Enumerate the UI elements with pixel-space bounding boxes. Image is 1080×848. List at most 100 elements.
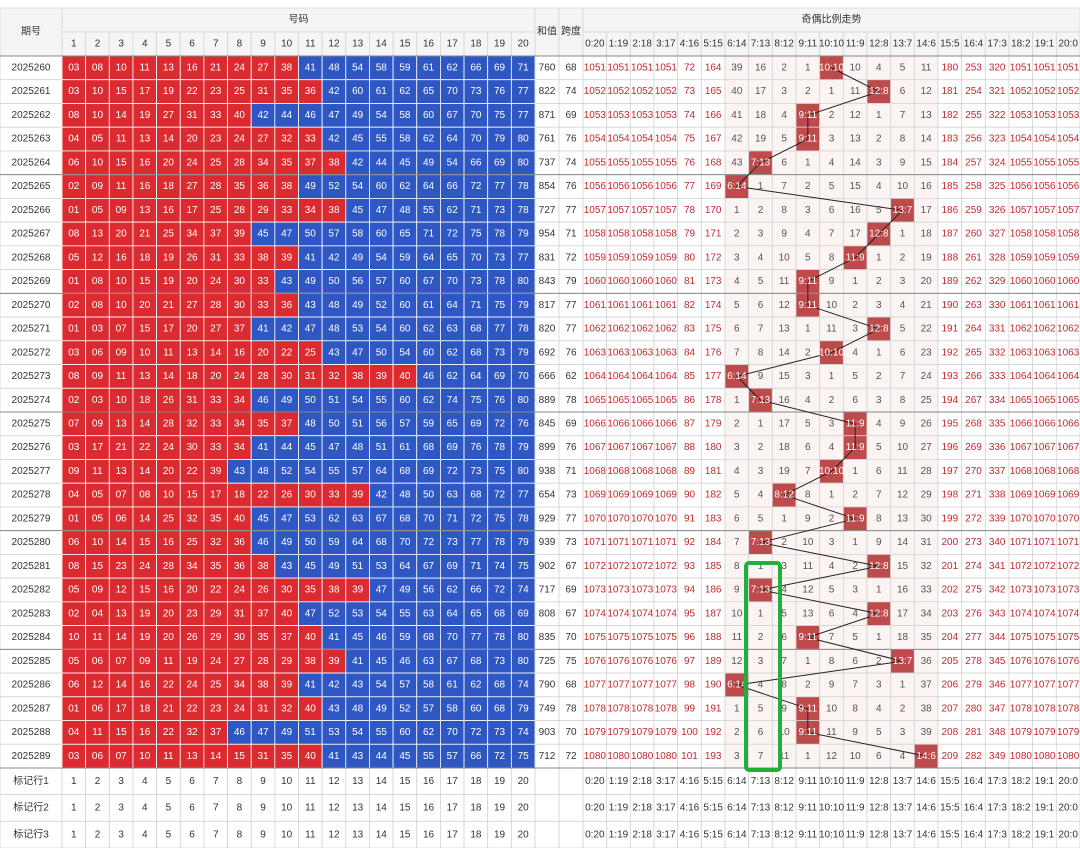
footer-ratio: 6:14 [727, 829, 747, 840]
number: 16 [116, 252, 128, 263]
number: 11 [163, 347, 174, 358]
miss-count: 4 [829, 561, 835, 572]
number: 20 [139, 300, 151, 311]
sum: 820 [539, 324, 556, 335]
miss-count: 7 [734, 537, 740, 548]
number: 73 [470, 86, 482, 97]
number: 49 [281, 727, 293, 738]
number: 32 [281, 134, 293, 145]
miss-count: 1066 [1033, 419, 1056, 430]
miss-count: 181 [941, 86, 958, 97]
number: 48 [352, 442, 364, 453]
number: 56 [423, 585, 435, 596]
miss-count: 31 [921, 537, 933, 548]
number: 24 [234, 585, 246, 596]
miss-count: 3 [852, 585, 858, 596]
footer-number: 14 [376, 829, 388, 840]
footer-ratio: 20:0 [1058, 803, 1078, 814]
miss-count: 278 [965, 656, 982, 667]
miss-count: 192 [941, 347, 958, 358]
issue: 2025260 [12, 63, 51, 74]
number: 78 [494, 632, 506, 643]
miss-count: 98 [684, 680, 696, 691]
span: 62 [565, 371, 577, 382]
miss-count: 1053 [1057, 110, 1080, 121]
miss-count: 1 [805, 324, 811, 335]
number: 46 [399, 656, 411, 667]
miss-count: 1059 [631, 252, 654, 263]
miss-count: 9 [758, 371, 764, 382]
miss-count: 1078 [1010, 703, 1033, 714]
number: 40 [281, 608, 293, 619]
miss-count: 1057 [1033, 205, 1056, 216]
miss-count: 12 [779, 300, 791, 311]
number: 48 [257, 466, 269, 477]
number: 38 [305, 656, 317, 667]
number: 18 [163, 181, 175, 192]
number: 43 [234, 466, 246, 477]
issue: 2025272 [12, 347, 51, 358]
miss-count: 1070 [607, 513, 630, 524]
number: 64 [447, 134, 459, 145]
issue-header: 期号 [21, 26, 41, 38]
miss-count: 4 [734, 466, 740, 477]
number: 60 [399, 300, 411, 311]
miss-count: 1 [900, 680, 906, 691]
number: 78 [494, 276, 506, 287]
number: 43 [328, 703, 340, 714]
sum: 692 [539, 347, 556, 358]
number: 58 [376, 63, 388, 74]
miss-count: 84 [684, 347, 696, 358]
miss-count: 1052 [631, 86, 654, 97]
miss-count: 186 [705, 585, 722, 596]
miss-count: 11 [897, 466, 908, 477]
miss-count: 2 [781, 537, 787, 548]
ratio-hit: 7:13 [751, 157, 771, 168]
number: 22 [257, 490, 269, 501]
number-col-header: 17 [447, 39, 459, 50]
footer-number: 12 [328, 829, 340, 840]
miss-count: 6 [758, 727, 764, 738]
miss-count: 38 [921, 703, 933, 714]
number: 09 [68, 466, 80, 477]
miss-count: 1055 [1057, 157, 1080, 168]
number: 33 [305, 134, 317, 145]
ratio-hit: 11:9 [846, 252, 865, 263]
number: 25 [187, 537, 199, 548]
number: 06 [92, 347, 104, 358]
miss-count: 1056 [1057, 181, 1080, 192]
miss-count: 17 [850, 229, 862, 240]
number: 72 [494, 751, 506, 762]
number: 19 [163, 86, 175, 97]
ratio-hit: 11:9 [846, 419, 865, 430]
number: 75 [470, 229, 482, 240]
number: 10 [116, 276, 128, 287]
ratio-hit: 10:10 [819, 347, 844, 358]
miss-count: 17 [897, 608, 909, 619]
miss-count: 1067 [584, 442, 607, 453]
number: 38 [281, 181, 293, 192]
span: 73 [565, 537, 577, 548]
footer-ratio: 13:7 [893, 776, 913, 787]
miss-count: 28 [921, 466, 933, 477]
miss-count: 253 [965, 63, 982, 74]
issue: 2025287 [12, 703, 51, 714]
number: 72 [470, 513, 482, 524]
span: 74 [565, 157, 577, 168]
number: 62 [447, 371, 459, 382]
number: 67 [447, 110, 459, 121]
span: 77 [565, 205, 577, 216]
miss-count: 1075 [1057, 632, 1080, 643]
number: 43 [352, 751, 364, 762]
miss-count: 263 [965, 300, 982, 311]
number: 74 [447, 395, 459, 406]
number: 49 [352, 252, 364, 263]
number: 45 [376, 656, 388, 667]
number: 71 [470, 205, 482, 216]
number: 78 [494, 537, 506, 548]
number: 45 [305, 561, 317, 572]
miss-count: 198 [941, 490, 958, 501]
miss-count: 1053 [607, 110, 630, 121]
number: 58 [352, 229, 364, 240]
number: 64 [399, 561, 411, 572]
